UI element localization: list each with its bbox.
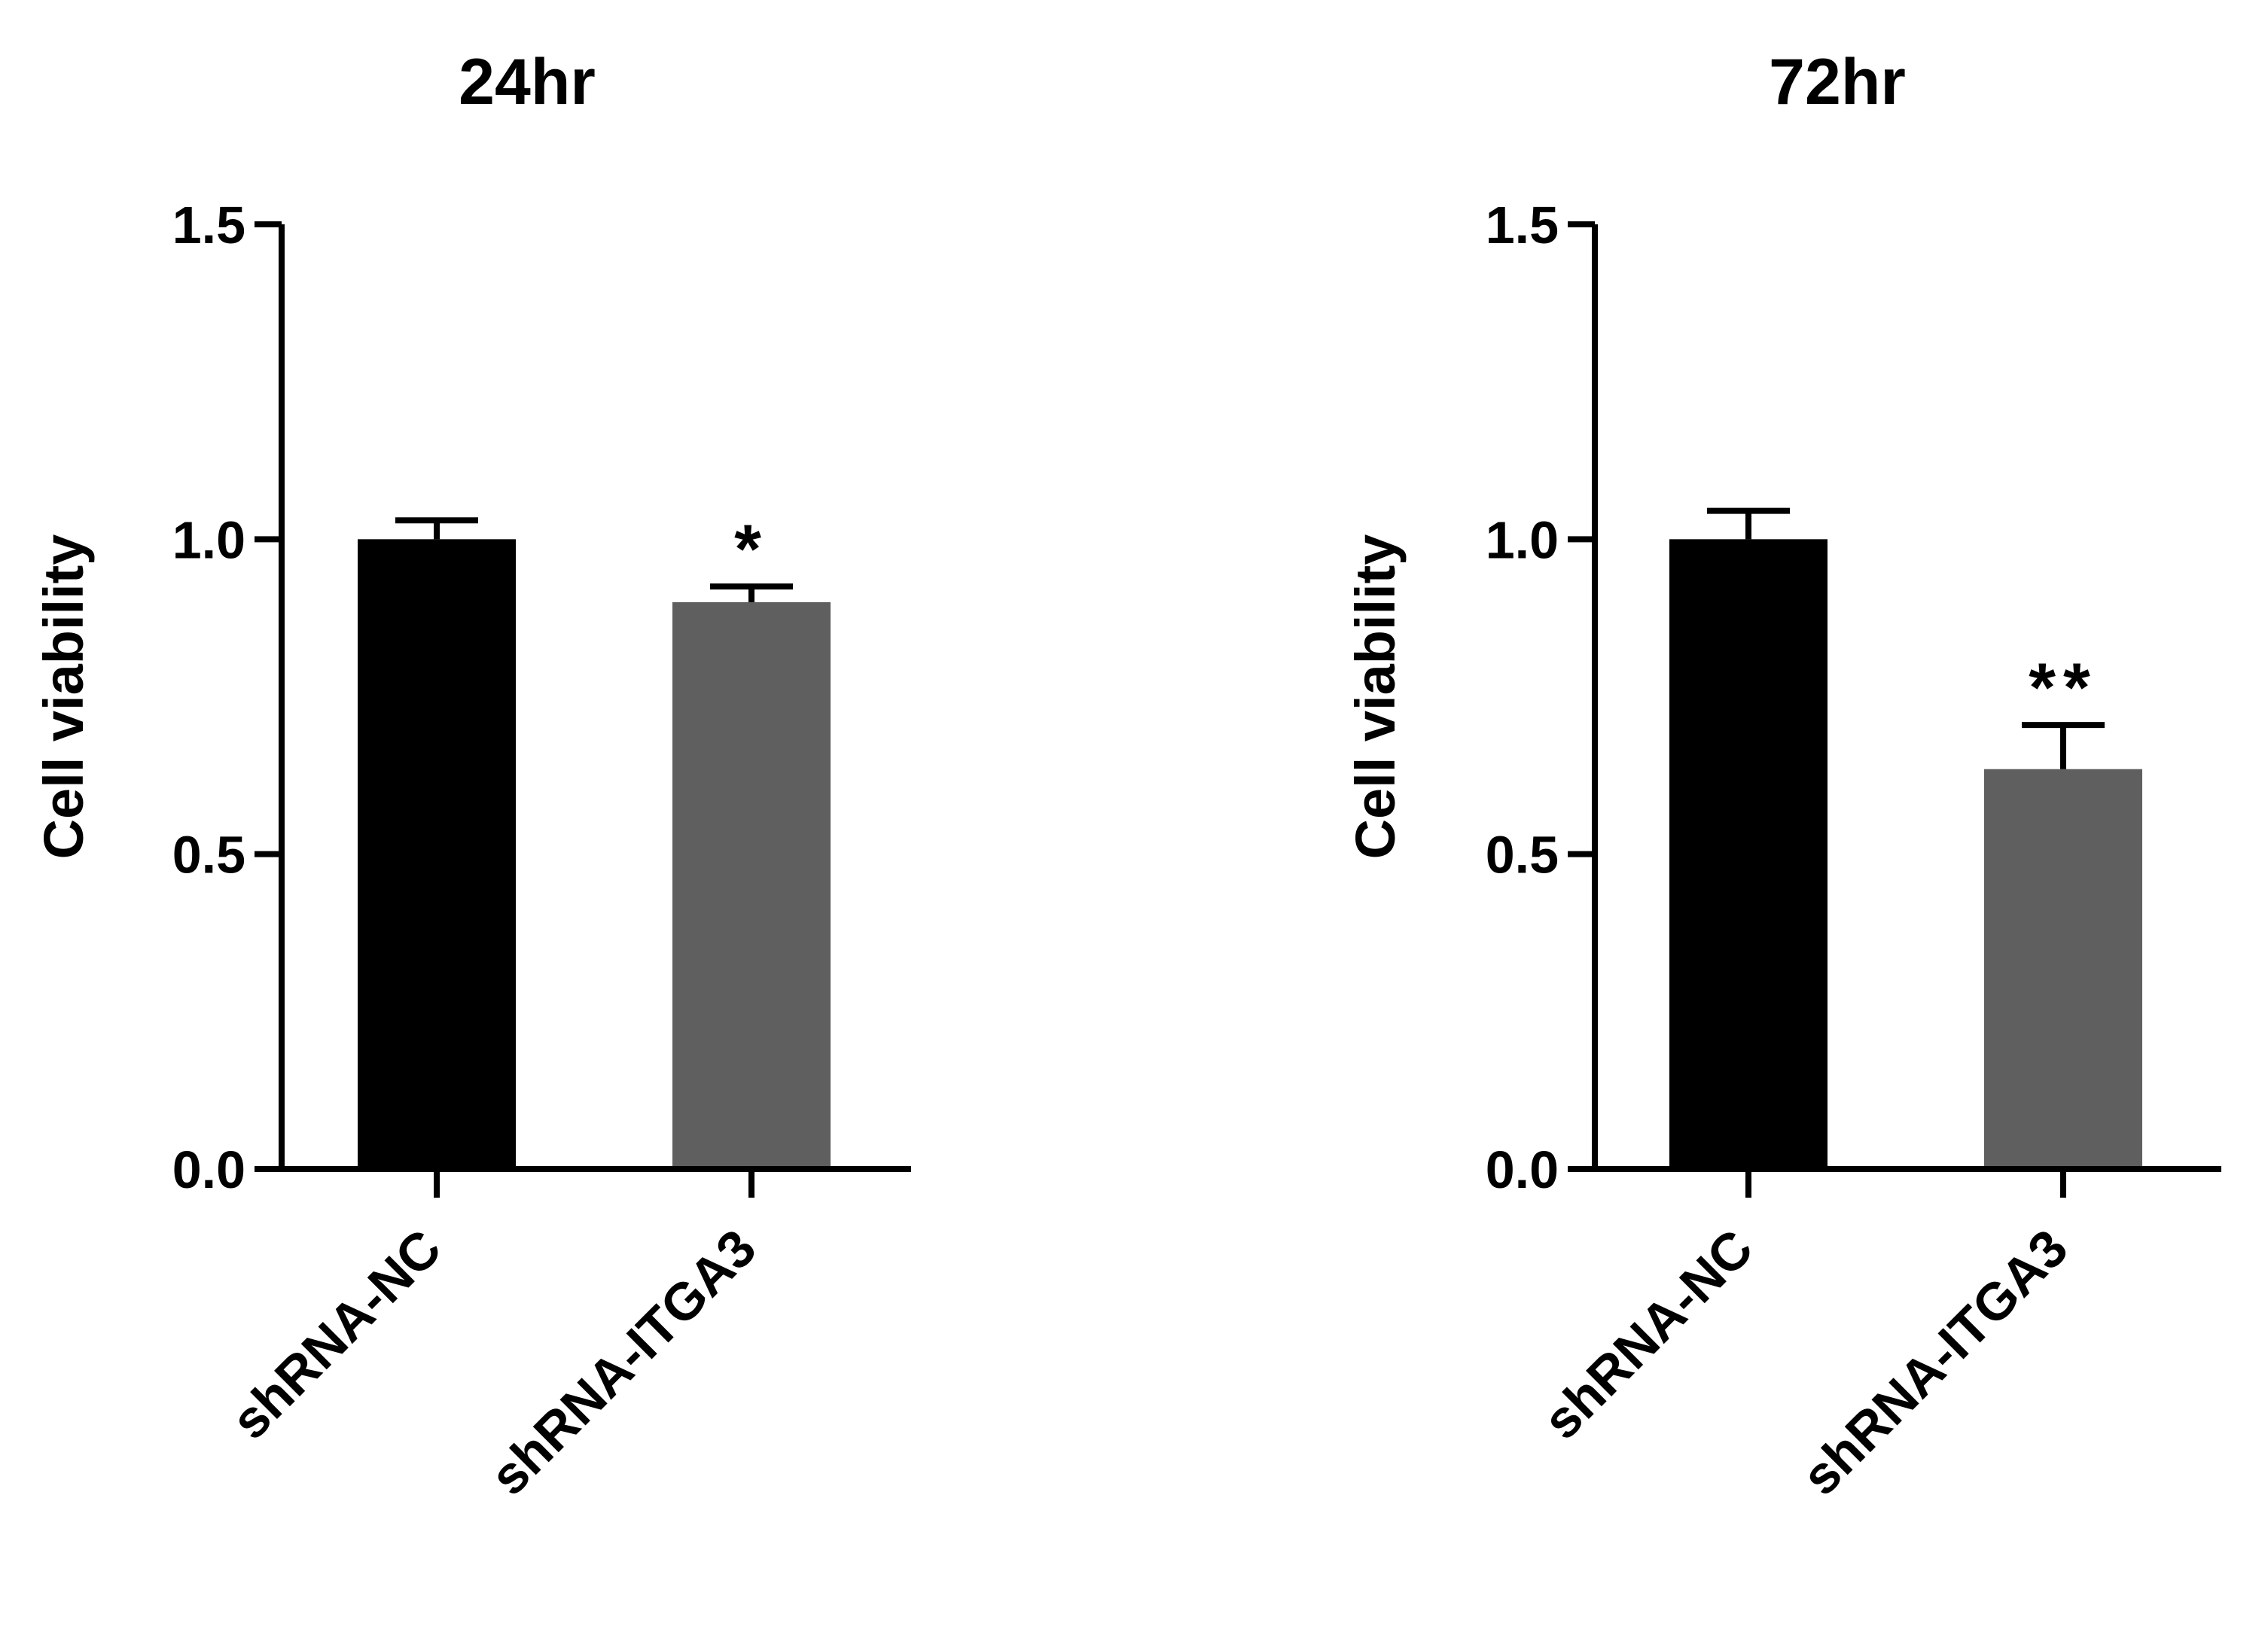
y-tick-label: 1.0: [172, 510, 245, 569]
significance-marker: **: [2029, 650, 2098, 726]
bar-shrna-itga3: [1984, 769, 2142, 1169]
y-tick-label: 0.0: [172, 1140, 245, 1199]
significance-marker: *: [734, 511, 769, 588]
chart-panel-1: 24hr Cell viability shRNA-NC * shRNA-ITGA3 0.…: [32, 46, 911, 1506]
bar-shrna-nc: [358, 539, 516, 1169]
bar-shrna-itga3: [672, 602, 831, 1169]
y-tick-label: 0.5: [1486, 826, 1559, 885]
x-tick-label: shRNA-NC: [220, 1218, 452, 1450]
y-axis-label: Cell viability: [32, 534, 95, 860]
x-tick-label: shRNA-ITGA3: [479, 1218, 767, 1506]
chart-title: 72hr: [1769, 46, 1906, 118]
y-tick-label: 1.5: [172, 196, 245, 254]
x-tick-label: shRNA-ITGA3: [1791, 1218, 2078, 1506]
y-axis-label: Cell viability: [1344, 534, 1407, 860]
y-tick-label: 0.5: [172, 826, 245, 885]
y-tick-label: 1.0: [1486, 510, 1559, 569]
x-tick-label: shRNA-NC: [1532, 1218, 1763, 1450]
bar-shrna-nc: [1669, 539, 1828, 1169]
chart-title: 24hr: [459, 46, 596, 118]
y-tick-label: 0.0: [1486, 1140, 1559, 1199]
y-tick-label: 1.5: [1486, 196, 1559, 254]
chart-panel-2: 72hr Cell viability shRNA-NC ** shRNA-ITGA3 0…: [1344, 46, 2221, 1506]
